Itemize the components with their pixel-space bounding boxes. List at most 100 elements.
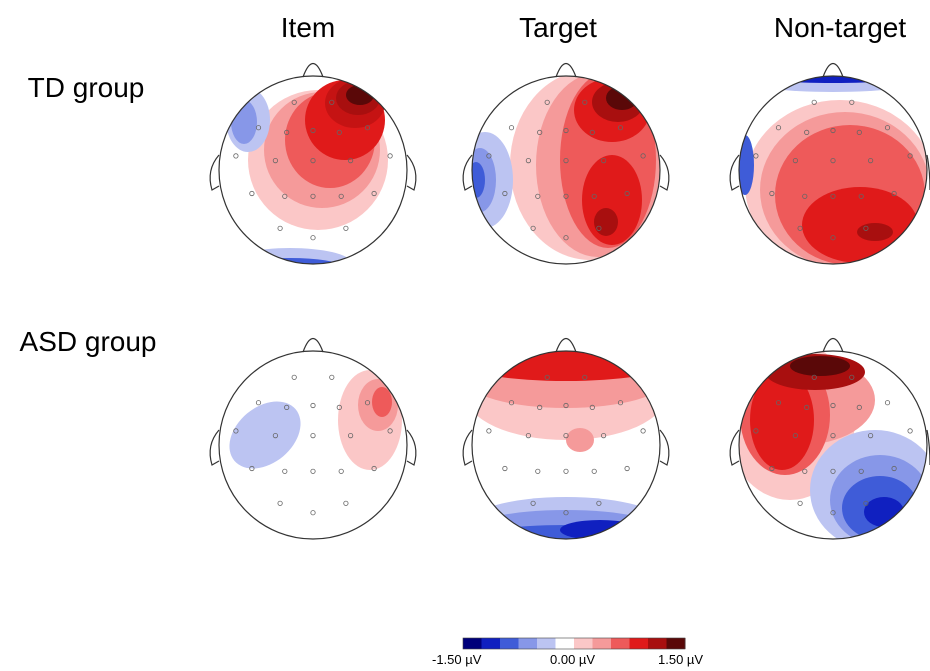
electrode-marker [508, 125, 515, 131]
electrode-marker [338, 468, 344, 474]
colorbar-swatch [537, 638, 556, 649]
electrode-marker [856, 404, 862, 410]
electrode-marker [272, 432, 278, 439]
electrode-marker [364, 400, 371, 406]
electrode-marker [563, 235, 569, 241]
electrode-marker [830, 402, 836, 409]
colorbar-border [462, 637, 686, 650]
electrode-marker [310, 402, 316, 409]
electrode-marker [811, 99, 817, 105]
electrode-marker [284, 129, 290, 135]
colorbar-swatch [463, 638, 482, 649]
colorbar-swatch [500, 638, 519, 649]
electrode-marker [907, 428, 913, 434]
electrode-marker [849, 99, 855, 105]
electrode-marker [775, 400, 782, 406]
topomap-asd-target [462, 337, 670, 540]
electrode-marker [310, 432, 316, 439]
electrode-marker [596, 225, 602, 231]
electrode-marker [589, 404, 595, 410]
column-title-target: Target [519, 12, 597, 43]
electrode-marker [867, 158, 874, 164]
electrode-marker [291, 374, 297, 380]
electrode-marker [600, 158, 607, 164]
electrode-marker [282, 468, 288, 474]
electrode-marker [792, 158, 799, 164]
electrode-marker [617, 125, 624, 131]
electrode-marker [849, 374, 855, 380]
electrode-marker [347, 432, 354, 439]
electrode-marker [891, 465, 897, 472]
electrode-marker [753, 153, 759, 159]
electrode-marker [310, 193, 316, 199]
topomap-td-non-target [729, 62, 930, 265]
electrode-marker [804, 404, 810, 410]
colorbar-swatch [592, 638, 612, 649]
electrode-marker [329, 374, 335, 380]
electrode-marker [582, 99, 588, 105]
electrode-marker [802, 468, 808, 474]
row-title-td-group: TD group [27, 72, 145, 103]
electrode-marker [272, 158, 278, 164]
electrode-marker [535, 468, 541, 474]
electrode-marker [563, 193, 569, 199]
electrode-marker [907, 153, 913, 159]
colorbar-swatch [611, 638, 630, 649]
colorbar-min-label: -1.50 µV [432, 652, 482, 667]
electrode-marker [347, 158, 354, 164]
electrode-marker [830, 193, 836, 199]
electrode-marker [537, 404, 543, 410]
electrode-marker [338, 193, 344, 199]
electrode-marker [617, 400, 624, 406]
electrode-marker [364, 125, 371, 131]
electrode-marker [830, 158, 836, 164]
topomap-td-item [209, 62, 417, 265]
colorbar-mid-label: 0.00 µV [550, 652, 596, 667]
electrode-marker [804, 129, 810, 135]
electrode-marker [769, 190, 775, 197]
electrode-marker [343, 225, 349, 231]
electrode-marker [284, 404, 290, 410]
electrode-marker [530, 225, 536, 231]
electrode-marker [291, 99, 297, 105]
electrode-marker [277, 500, 283, 506]
electrode-marker [343, 500, 349, 506]
electrode-marker [310, 127, 316, 134]
colorbar-swatch [629, 638, 649, 649]
electrode-marker [582, 374, 588, 380]
electrode-marker [863, 225, 869, 231]
electrode-marker [255, 125, 262, 131]
topomap-td-target [462, 62, 670, 265]
electrode-marker [591, 193, 597, 199]
electrode-marker [591, 468, 597, 474]
electrode-marker [282, 193, 288, 199]
electrode-marker [525, 158, 532, 164]
electrode-marker [624, 465, 630, 472]
electrode-marker [563, 510, 569, 516]
electrode-marker [371, 465, 377, 472]
electrode-marker [249, 465, 255, 472]
electrode-marker [387, 153, 393, 159]
electrode-marker [508, 400, 515, 406]
colorbar-max-label: 1.50 µV [658, 652, 704, 667]
electrode-marker [858, 193, 864, 199]
electrode-marker [387, 428, 393, 434]
colorbar-swatch [574, 638, 593, 649]
electrode-marker [336, 129, 342, 135]
column-title-non-target: Non-target [773, 12, 907, 43]
electrode-marker [867, 432, 874, 439]
electrode-marker [802, 193, 808, 199]
electrode-markers [233, 99, 913, 516]
electrode-marker [563, 468, 569, 474]
electrode-marker [863, 500, 869, 506]
electrode-marker [830, 127, 836, 134]
topomap-asd-item [209, 337, 417, 540]
electrode-marker [233, 153, 239, 159]
electrode-marker [563, 432, 569, 439]
electrode-marker [596, 500, 602, 506]
colorbar-swatch [666, 638, 686, 649]
electrode-marker [486, 153, 492, 159]
electrode-marker [329, 99, 335, 105]
electrode-marker [600, 432, 607, 439]
